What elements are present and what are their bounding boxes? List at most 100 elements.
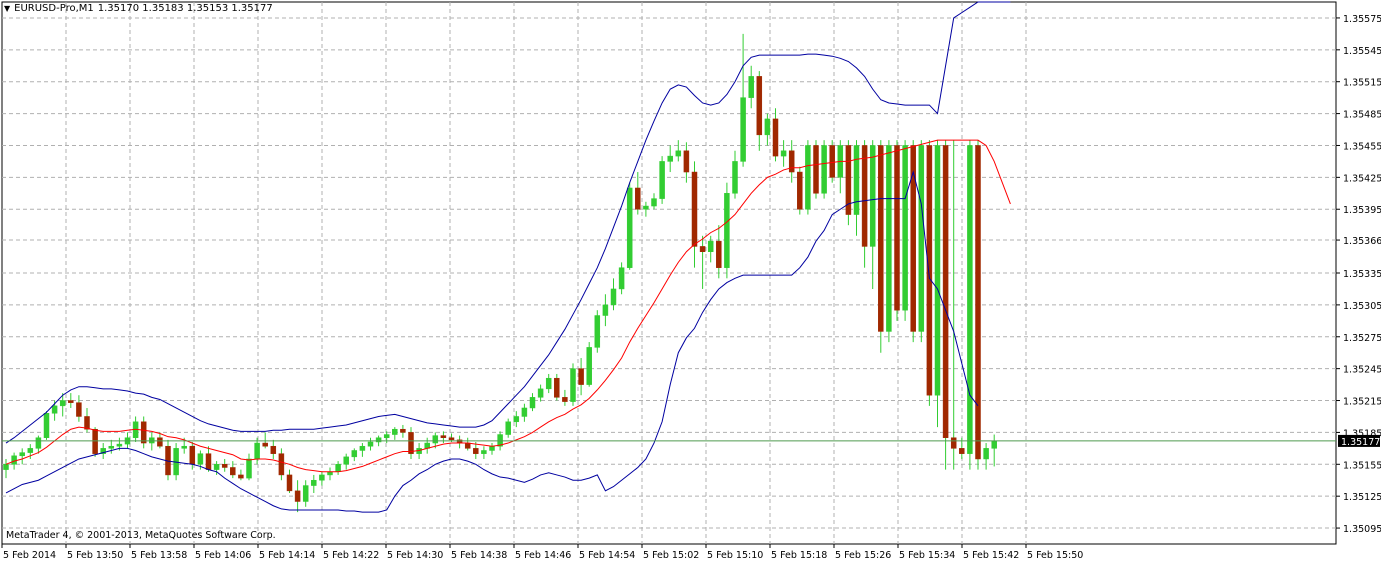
candle-body bbox=[586, 347, 592, 385]
candle-body bbox=[11, 455, 17, 465]
candle-body bbox=[878, 145, 884, 332]
candle-body bbox=[764, 118, 771, 136]
x-tick-label: 5 Feb 15:34 bbox=[899, 550, 955, 561]
y-tick-label: 1.35335 bbox=[1343, 269, 1381, 280]
candle-body bbox=[108, 445, 115, 449]
candle-body bbox=[116, 443, 123, 447]
y-tick-label: 1.35575 bbox=[1343, 14, 1381, 25]
y-tick-label: 1.35366 bbox=[1343, 236, 1381, 247]
candle-body bbox=[675, 150, 682, 157]
candle-body bbox=[683, 150, 690, 173]
x-tick-label: 5 Feb 15:02 bbox=[643, 550, 699, 561]
candle-body bbox=[602, 304, 609, 316]
bollinger-lower-line bbox=[5, 170, 979, 513]
candle-body bbox=[286, 474, 293, 492]
candle-body bbox=[894, 145, 900, 311]
candle-body bbox=[861, 145, 868, 247]
candle-body bbox=[732, 161, 738, 194]
y-tick-label: 1.35185 bbox=[1343, 428, 1381, 439]
y-tick-label: 1.35215 bbox=[1343, 397, 1381, 408]
candle-body bbox=[578, 368, 584, 385]
candle-body bbox=[829, 145, 835, 178]
y-tick-label: 1.35095 bbox=[1343, 524, 1381, 535]
candle-body bbox=[367, 441, 374, 447]
candle-body bbox=[19, 452, 25, 457]
y-tick-label: 1.35125 bbox=[1343, 492, 1381, 503]
candle-body bbox=[869, 145, 876, 247]
candle-body bbox=[554, 377, 560, 398]
candle-body bbox=[635, 187, 641, 210]
candle-body bbox=[975, 145, 981, 460]
x-tick-label: 5 Feb 14:14 bbox=[259, 550, 315, 561]
candle-body bbox=[43, 413, 50, 438]
candle-body bbox=[262, 442, 268, 447]
candle-body bbox=[319, 474, 325, 481]
candle-body bbox=[959, 448, 965, 454]
symbol-menu-icon[interactable]: ▼ bbox=[4, 4, 11, 13]
candle-body bbox=[448, 437, 455, 441]
candle-body bbox=[991, 440, 997, 449]
candle-body bbox=[359, 445, 366, 451]
x-tick-label: 5 Feb 15:26 bbox=[835, 550, 891, 561]
x-tick-label: 5 Feb 15:10 bbox=[707, 550, 763, 561]
candle-body bbox=[440, 435, 447, 438]
candle-body bbox=[667, 155, 673, 162]
candle-body bbox=[651, 198, 657, 207]
x-tick-label: 5 Feb 15:42 bbox=[963, 550, 1019, 561]
bollinger-upper-line bbox=[5, 1, 1011, 444]
candle-body bbox=[473, 448, 479, 454]
candle-body bbox=[51, 405, 58, 414]
candle-body bbox=[716, 240, 722, 268]
candle-body bbox=[748, 76, 754, 98]
candle-body bbox=[570, 368, 576, 402]
candle-body bbox=[505, 421, 511, 435]
x-tick-label: 5 Feb 14:30 bbox=[387, 550, 443, 561]
candle-body bbox=[383, 434, 390, 438]
candle-body bbox=[853, 145, 860, 215]
candle-body bbox=[926, 145, 933, 396]
candle-body bbox=[788, 150, 795, 173]
candle-body bbox=[375, 437, 382, 443]
candle-body bbox=[489, 445, 495, 451]
candle-body bbox=[513, 416, 520, 423]
x-tick-label: 5 Feb 14:06 bbox=[195, 550, 251, 561]
candle-body bbox=[246, 458, 252, 479]
symbol-label: EURUSD-Pro,M1 bbox=[14, 3, 94, 14]
candle-body bbox=[886, 145, 892, 332]
candle-body bbox=[27, 448, 34, 453]
candle-body bbox=[521, 407, 528, 417]
candle-body bbox=[805, 145, 811, 210]
x-tick-label: 5 Feb 14:22 bbox=[323, 550, 379, 561]
candle-body bbox=[392, 428, 398, 435]
candle-body bbox=[942, 145, 949, 438]
candle-body bbox=[691, 171, 698, 247]
candle-body bbox=[618, 267, 625, 290]
candle-body bbox=[270, 445, 277, 454]
x-tick-label: 5 Feb 13:50 bbox=[67, 550, 123, 561]
candle-body bbox=[464, 442, 471, 449]
candle-body bbox=[100, 448, 106, 454]
candle-body bbox=[205, 453, 212, 470]
candle-body bbox=[707, 240, 714, 252]
candle-body bbox=[84, 416, 90, 430]
candle-body bbox=[983, 448, 989, 460]
candle-body bbox=[254, 442, 260, 460]
candle-body bbox=[724, 193, 730, 268]
candle-body bbox=[756, 76, 763, 136]
candle-body bbox=[230, 467, 236, 476]
candle-body bbox=[311, 479, 317, 486]
candle-body bbox=[934, 145, 941, 396]
x-tick-label: 5 Feb 14:54 bbox=[579, 550, 635, 561]
moving-average-line bbox=[5, 139, 1011, 473]
candle-body bbox=[950, 437, 957, 449]
x-tick-label: 5 Feb 15:50 bbox=[1027, 550, 1083, 561]
y-tick-label: 1.35245 bbox=[1343, 365, 1381, 376]
candle-body bbox=[910, 145, 916, 332]
y-tick-label: 1.35455 bbox=[1343, 141, 1381, 152]
candle-body bbox=[408, 432, 414, 454]
candle-body bbox=[343, 456, 349, 465]
y-tick-label: 1.35155 bbox=[1343, 460, 1381, 471]
candle-body bbox=[3, 464, 9, 470]
